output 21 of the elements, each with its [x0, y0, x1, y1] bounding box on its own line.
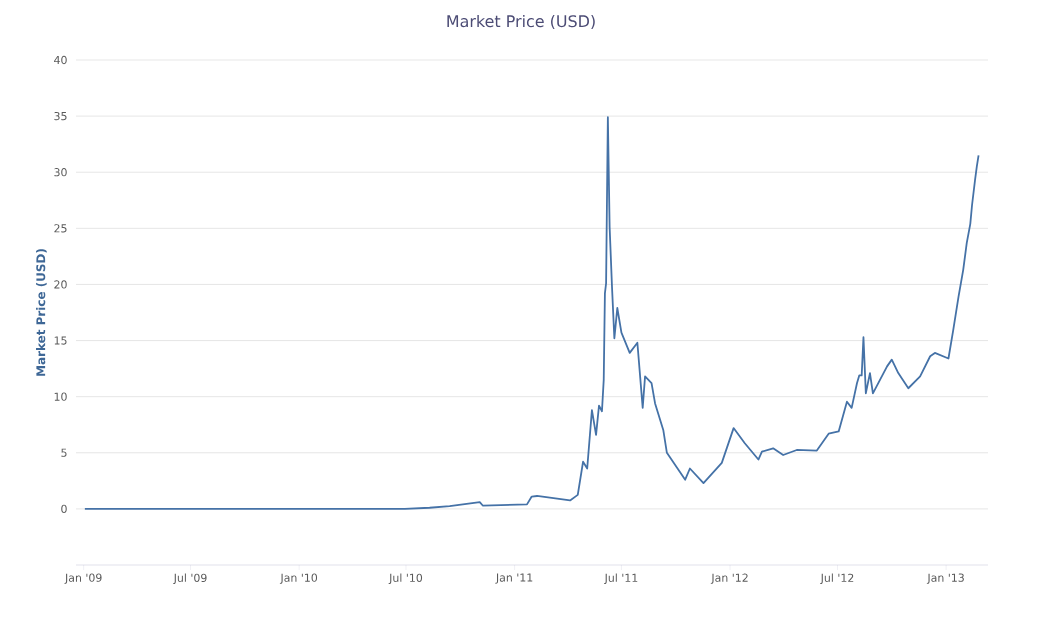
x-tick-label: Jul '10 — [388, 573, 423, 585]
y-tick-label: 25 — [54, 224, 67, 233]
chart-title: Market Price (USD) — [447, 14, 595, 30]
y-tick-label: 10 — [54, 392, 67, 401]
x-tick-label: Jul '12 — [820, 573, 854, 585]
y-tick-label: 0 — [61, 504, 67, 514]
x-tick-label: Jan '10 — [279, 573, 318, 584]
x-tick-label: Jan '09 — [64, 573, 102, 584]
x-tick-label: Jul '11 — [604, 573, 638, 585]
y-tick-label: 35 — [54, 111, 67, 121]
y-tick-label: 20 — [54, 280, 67, 289]
x-tick-label: Jan '11 — [495, 573, 533, 584]
y-tick-label: 5 — [61, 448, 67, 457]
line-series — [83, 116, 980, 510]
x-tick-label: Jul '09 — [173, 573, 207, 585]
y-tick-label: 30 — [54, 168, 67, 177]
y-axis-title: Market Price (USD) — [36, 249, 47, 376]
x-tick-label: Jan '13 — [926, 573, 964, 584]
x-tick-label: Jan '12 — [710, 573, 748, 584]
y-tick-label: 40 — [54, 55, 67, 65]
y-tick-label: 15 — [54, 336, 67, 345]
